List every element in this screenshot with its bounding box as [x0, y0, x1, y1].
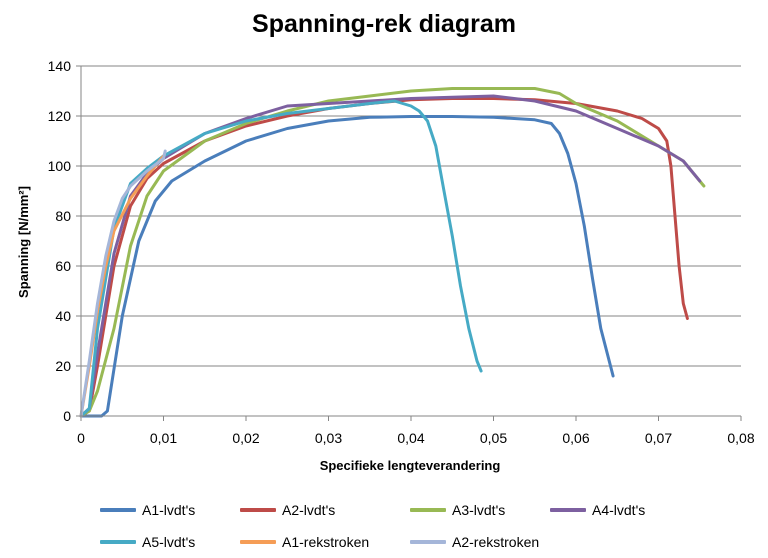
line-chart: 0 20 40 60 80 100 120 140 0 0,01 0,02 0,03 0,04 0,05 0…	[16, 58, 755, 473]
legend-swatch	[410, 508, 446, 512]
y-tick-label: 0	[63, 408, 71, 424]
y-tick-label: 80	[55, 208, 71, 224]
x-tick-label: 0,02	[232, 430, 259, 446]
legend-item: A3-lvdt's	[410, 502, 505, 518]
legend-swatch	[240, 508, 276, 512]
chart-title: Spanning-rek diagram	[252, 10, 516, 38]
legend-label: A1-lvdt's	[142, 502, 196, 518]
series-line-5	[79, 99, 483, 418]
legend-item: A5-lvdt's	[100, 534, 195, 550]
x-tick-label: 0,01	[150, 430, 177, 446]
legend-item: A4-lvdt's	[550, 502, 645, 518]
legend-item: A2-rekstroken	[410, 534, 539, 550]
x-tick-label: 0,07	[645, 430, 672, 446]
x-tick-label: 0,03	[315, 430, 342, 446]
x-tick-label: 0,08	[727, 430, 754, 446]
y-tick-label: 120	[48, 108, 72, 124]
legend-swatch	[100, 508, 136, 512]
x-tick-label: 0,05	[480, 430, 507, 446]
legend-swatch	[240, 540, 276, 544]
legend-swatch	[550, 508, 586, 512]
series-layer	[79, 87, 706, 418]
axes	[76, 65, 742, 421]
tick-labels: 0 20 40 60 80 100 120 140 0 0,01 0,02 0,03 0,04 0,05 0…	[48, 58, 755, 446]
legend-label: A2-rekstroken	[452, 534, 540, 550]
y-tick-label: 140	[48, 58, 72, 74]
legend-label: A5-lvdt's	[142, 534, 196, 550]
y-tick-label: 40	[55, 308, 71, 324]
y-tick-label: 20	[55, 358, 71, 374]
series-line-2	[79, 97, 689, 418]
legend-item: A1-lvdt's	[100, 502, 195, 518]
legend-item: A2-lvdt's	[240, 502, 335, 518]
x-tick-label: 0,04	[397, 430, 424, 446]
legend-label: A1-rekstroken	[282, 534, 370, 550]
x-tick-label: 0	[77, 430, 85, 446]
series-line-1	[79, 115, 615, 418]
x-tick-label: 0,06	[562, 430, 589, 446]
legend-item: A1-rekstroken	[240, 534, 369, 550]
series-line-7	[79, 149, 167, 418]
grid-lines	[81, 65, 741, 367]
legend-label: A2-lvdt's	[282, 502, 336, 518]
legend-label: A3-lvdt's	[452, 502, 506, 518]
y-tick-label: 60	[55, 258, 71, 274]
legend-swatch	[100, 540, 136, 544]
series-line-4	[79, 94, 702, 418]
x-axis-label: Specifieke lengteverandering	[320, 458, 501, 473]
legend-label: A4-lvdt's	[592, 502, 646, 518]
legend-swatch	[410, 540, 446, 544]
y-axis-label: Spanning [N/mm²]	[16, 186, 31, 298]
y-tick-label: 100	[48, 158, 72, 174]
series-line-3	[79, 87, 706, 418]
